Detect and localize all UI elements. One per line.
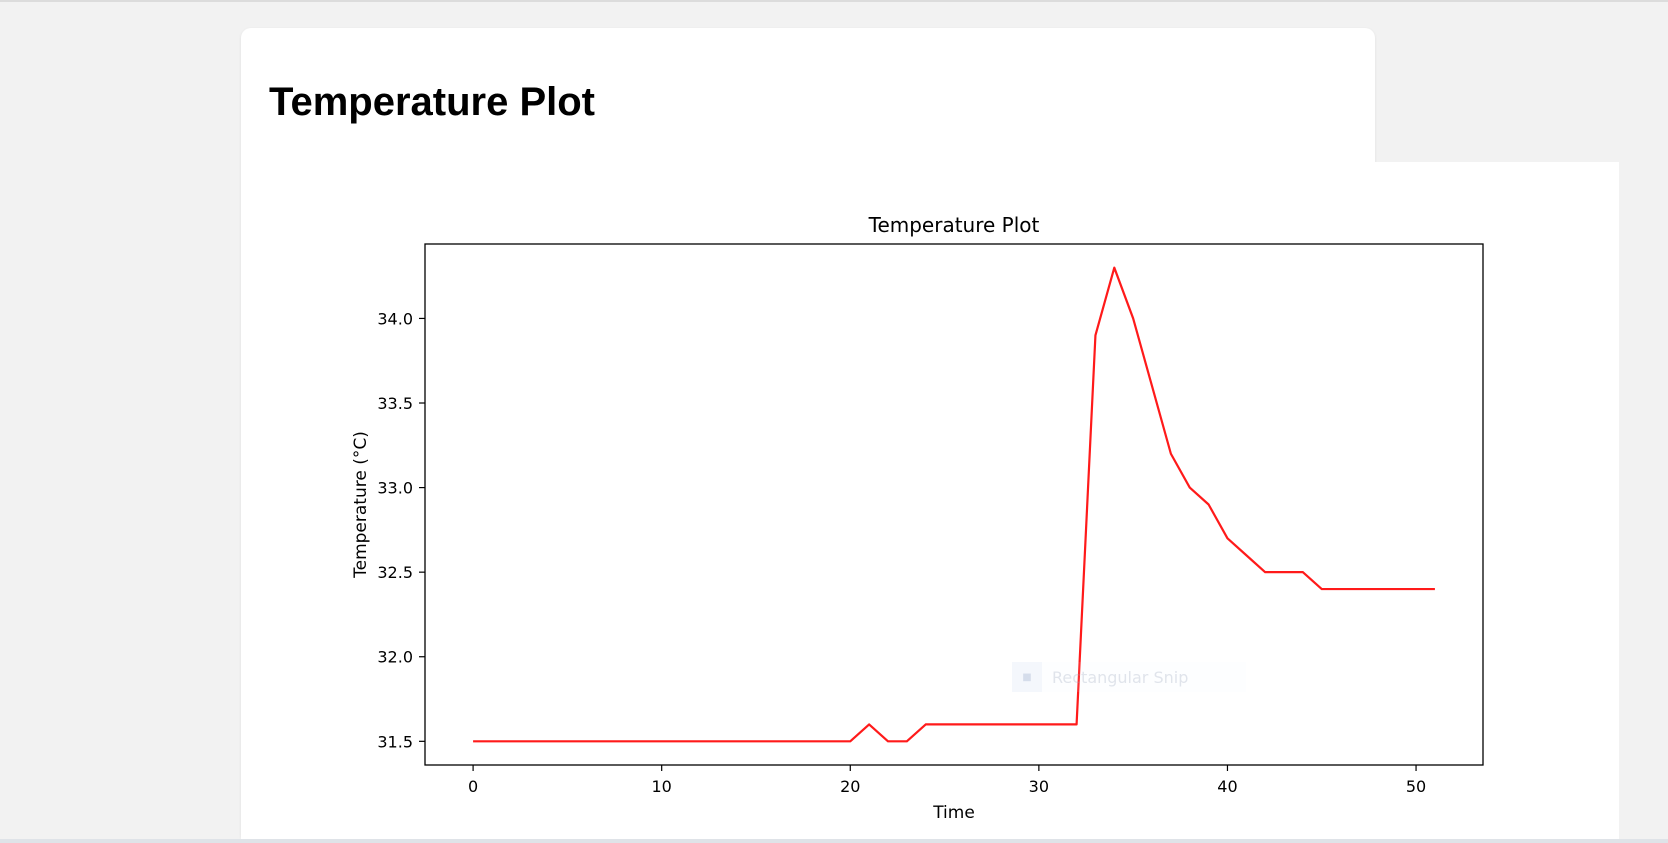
y-tick-label: 34.0: [377, 309, 413, 328]
y-tick-label: 33.0: [377, 479, 413, 498]
axis-ticks: 0 10 20 30 40 50 31.5 32.0 32.5 33.0 33.5 34.0: [377, 309, 1426, 796]
y-tick-label: 31.5: [377, 732, 413, 751]
bottom-strip: [0, 839, 1668, 843]
top-border: [0, 0, 1668, 2]
y-tick-label: 33.5: [377, 394, 413, 413]
temperature-series-line: [473, 266, 1435, 743]
chart-title: Temperature Plot: [868, 213, 1040, 237]
x-tick-label: 40: [1217, 777, 1237, 796]
plot-panel: Temperature Plot Time Temperature (°C) 0…: [241, 162, 1619, 843]
x-tick-label: 30: [1029, 777, 1049, 796]
rectangular-snip-overlay[interactable]: ■ Rectangular Snip: [1012, 662, 1246, 692]
temperature-chart: Temperature Plot Time Temperature (°C) 0…: [351, 213, 1484, 823]
y-tick-label: 32.0: [377, 648, 413, 667]
x-tick-label: 50: [1406, 777, 1426, 796]
y-tick-label: 32.5: [377, 563, 413, 582]
x-tick-label: 10: [652, 777, 672, 796]
axes-frame: [424, 243, 1484, 766]
x-tick-label: 0: [468, 777, 478, 796]
x-tick-label: 20: [840, 777, 860, 796]
snip-icon: ■: [1012, 662, 1042, 692]
x-axis-label: Time: [932, 803, 975, 823]
snip-label: Rectangular Snip: [1052, 667, 1189, 687]
y-axis-label: Temperature (°C): [351, 431, 371, 579]
page-title: Temperature Plot: [269, 80, 595, 124]
